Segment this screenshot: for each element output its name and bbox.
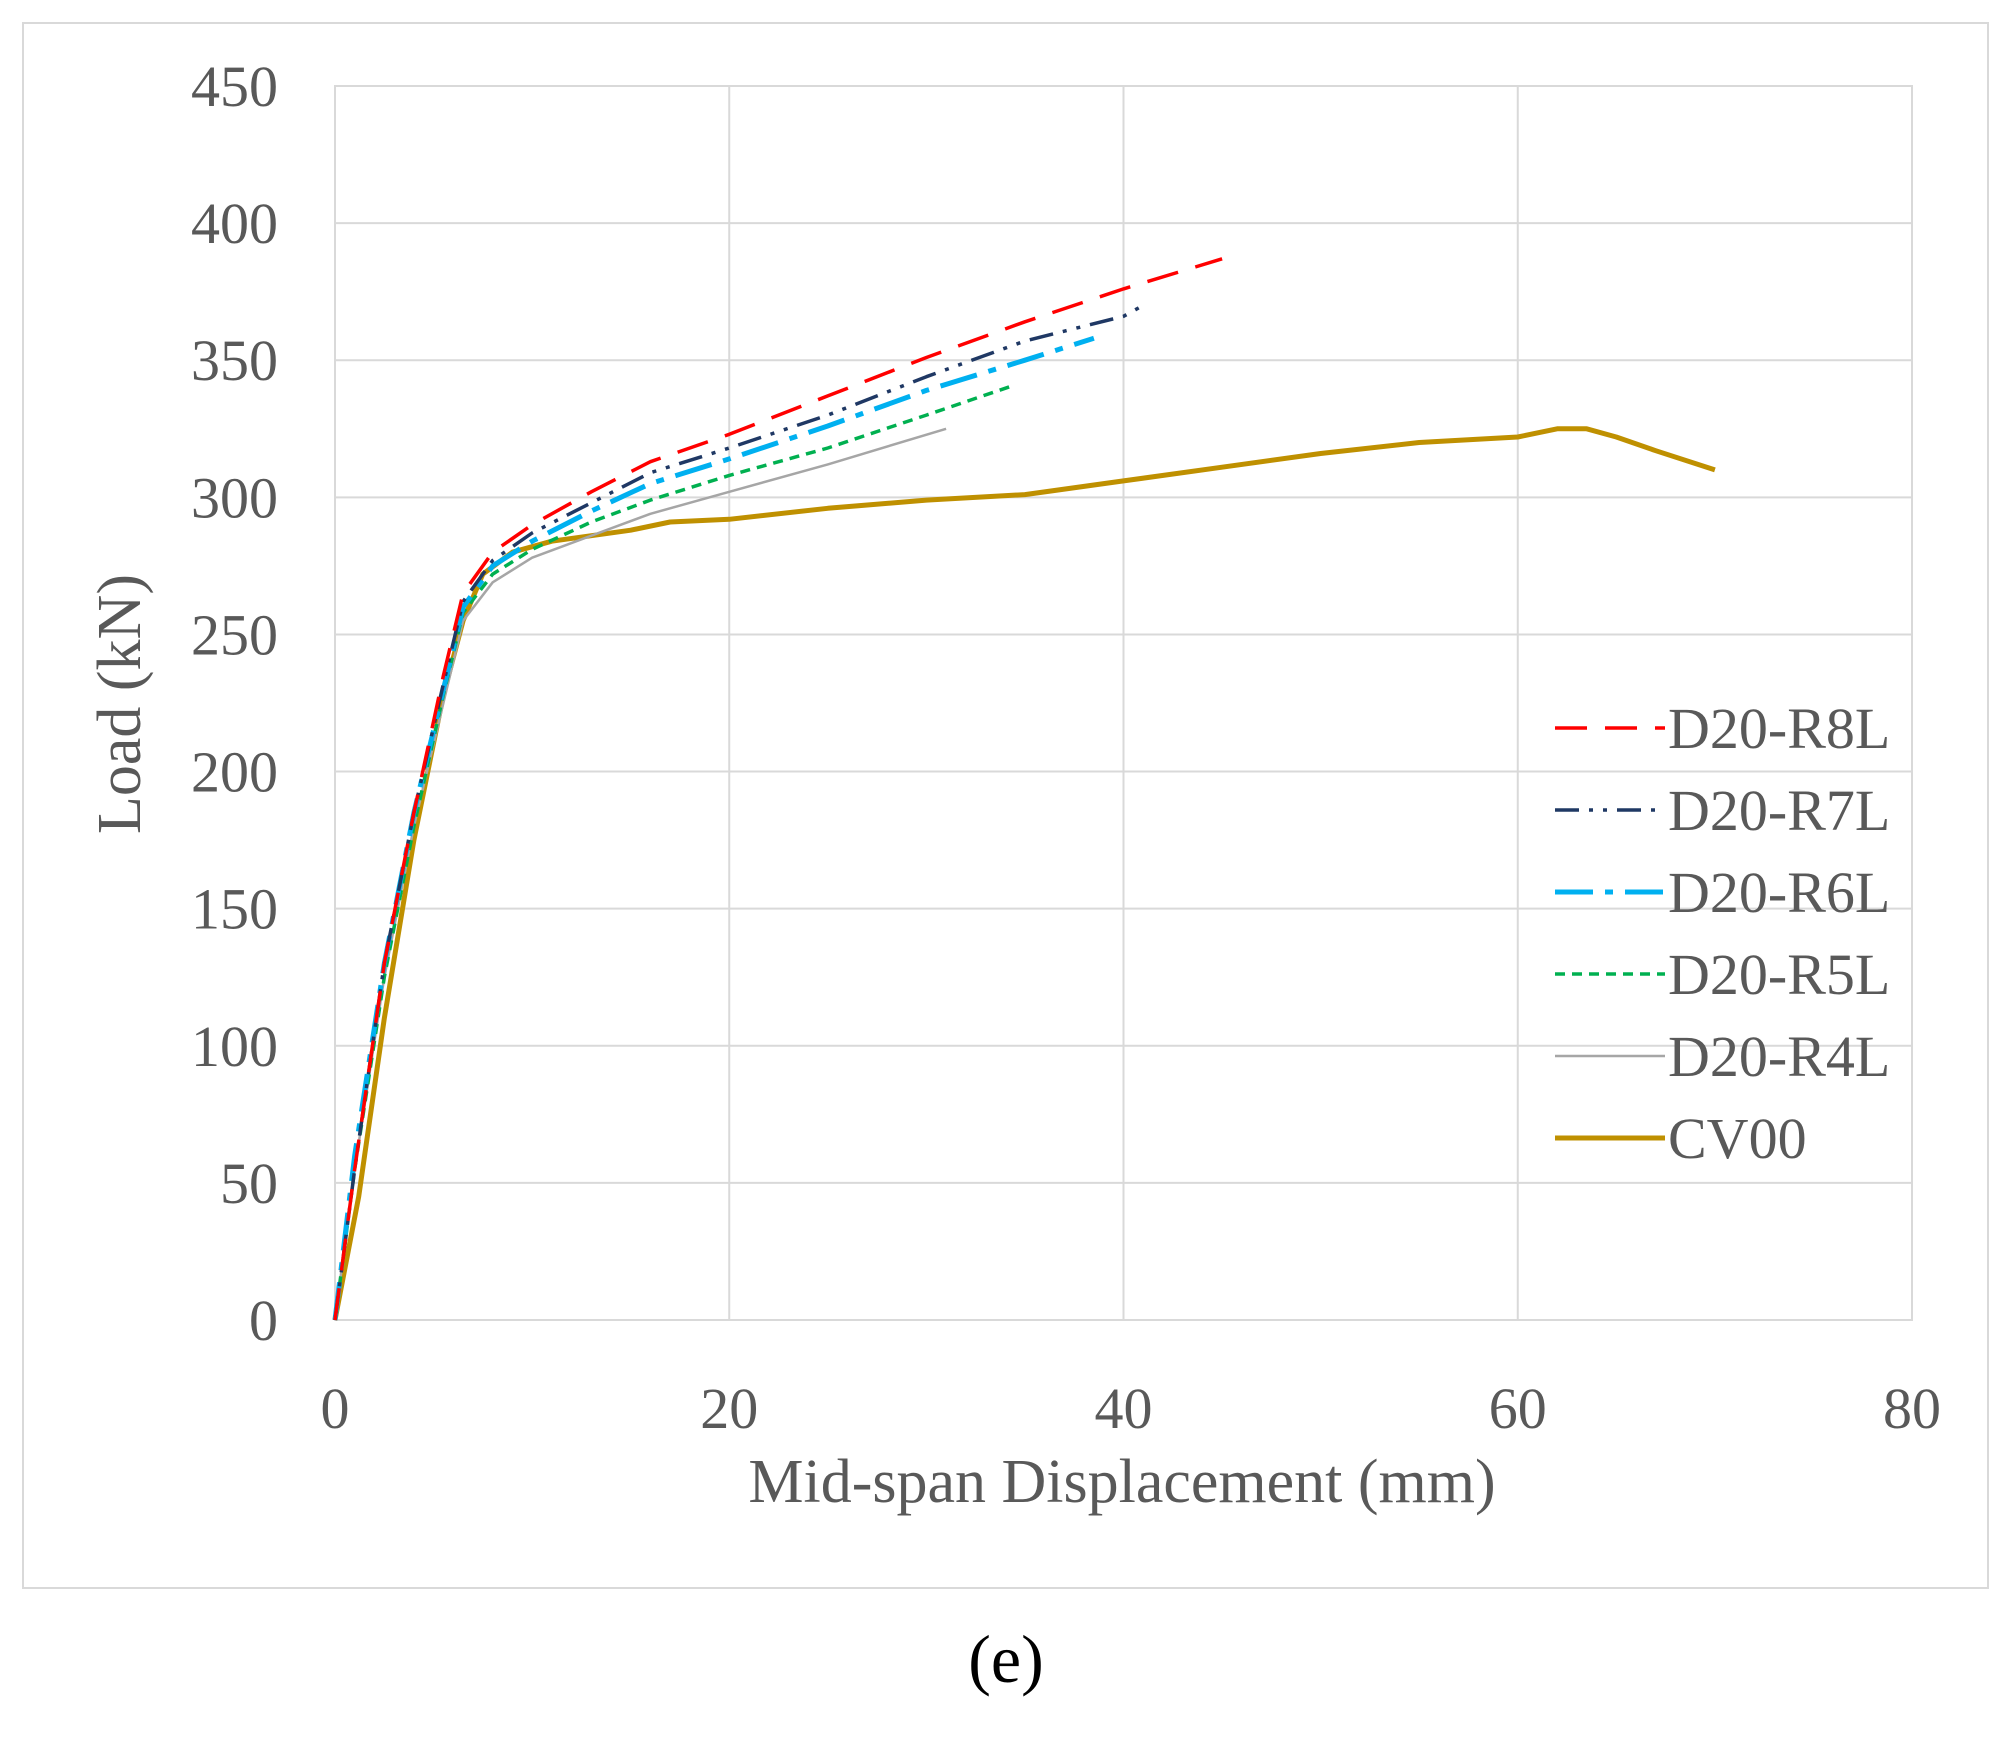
plot-area-frame — [334, 85, 1913, 1321]
y-tick-label: 150 — [191, 877, 278, 942]
legend-label-cv00: CV00 — [1668, 1106, 1807, 1171]
legend-label-d20-r8l: D20-R8L — [1668, 696, 1890, 761]
series-line-d20-r7l — [333, 303, 1145, 1321]
x-tick-label: 60 — [1489, 1376, 1547, 1441]
series-line-d20-r6l — [332, 335, 1095, 1321]
y-tick-label: 50 — [220, 1151, 278, 1216]
legend-label-d20-r6l: D20-R6L — [1668, 860, 1890, 925]
y-tick-label: 0 — [249, 1288, 278, 1353]
x-tick-label: 40 — [1095, 1376, 1153, 1441]
y-tick-label: 200 — [191, 740, 278, 805]
y-tick-label: 100 — [191, 1014, 278, 1079]
legend-label-d20-r5l: D20-R5L — [1668, 942, 1890, 1007]
legend-label-d20-r7l: D20-R7L — [1668, 778, 1890, 843]
series-line-d20-r5l — [333, 383, 1016, 1321]
y-tick-label: 300 — [191, 465, 278, 530]
figure-caption: (e) — [968, 1621, 1043, 1697]
chart-outer-frame — [22, 22, 1989, 1589]
data-series — [332, 257, 1716, 1321]
y-axis-title: Load (kN) — [86, 574, 154, 834]
x-tick-label: 0 — [321, 1376, 350, 1441]
x-axis-title: Mid-span Displacement (mm) — [748, 1448, 1495, 1516]
y-tick-label: 250 — [191, 602, 278, 667]
legend-label-d20-r4l: D20-R4L — [1668, 1024, 1890, 1089]
series-line-d20-r8l — [333, 257, 1223, 1321]
x-tick-label: 20 — [700, 1376, 758, 1441]
y-tick-label: 400 — [191, 191, 278, 256]
y-tick-label: 450 — [191, 54, 278, 119]
tick-labels: 0 50 100 150 200 250 300 350 400 450 0 20 40 60 80 — [191, 54, 1941, 1441]
legend: D20-R8L D20-R7L D20-R6L D20-R5L D20-R4L CV00 — [1555, 696, 1890, 1171]
x-tick-label: 80 — [1883, 1376, 1941, 1441]
y-tick-label: 350 — [191, 328, 278, 393]
